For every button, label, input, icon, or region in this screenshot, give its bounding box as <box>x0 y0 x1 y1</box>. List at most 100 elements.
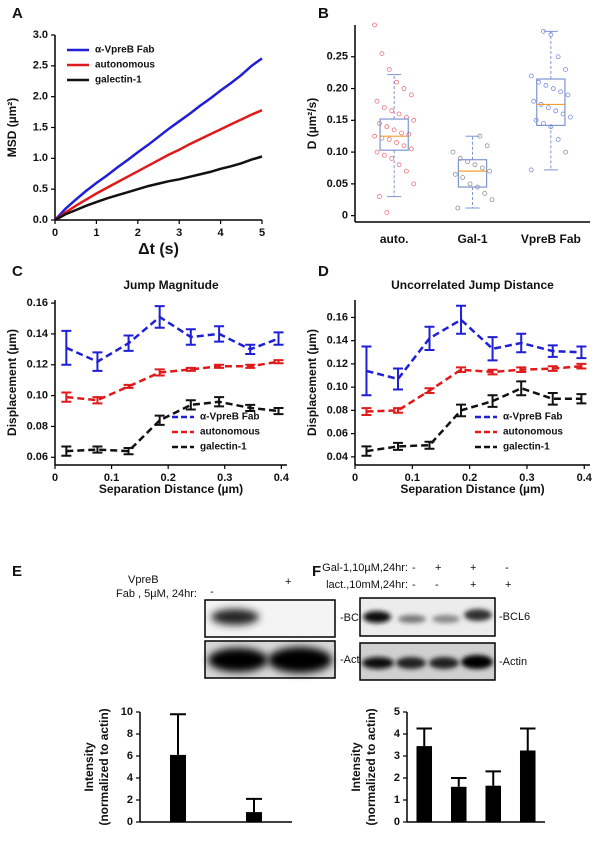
data-point <box>550 86 556 91</box>
error-bar <box>456 366 467 374</box>
data-point <box>555 136 561 142</box>
y-axis-label: D (µm²/s) <box>305 98 319 150</box>
data-point <box>381 105 387 111</box>
bar <box>416 746 433 822</box>
legend-label: galectin-1 <box>503 442 550 453</box>
error-bar <box>516 380 527 397</box>
data-point <box>386 67 392 72</box>
data-point <box>408 92 414 98</box>
error-bar <box>547 391 558 406</box>
error-bar <box>361 345 372 397</box>
y-tick-label: 0.25 <box>327 51 348 63</box>
error-bar <box>273 406 284 416</box>
error-bar <box>154 305 165 329</box>
error-bar <box>487 394 498 408</box>
condition-label: lact.,10mM,24hr: <box>326 579 408 591</box>
x-tick-label: 3 <box>176 227 182 239</box>
data-point <box>384 124 390 130</box>
data-point <box>452 171 458 177</box>
error-bar <box>456 403 467 418</box>
error-bar <box>576 362 587 370</box>
error-bar <box>547 344 558 358</box>
error-bar <box>170 713 186 755</box>
data-point <box>457 156 463 161</box>
y-tick-label: 0.12 <box>27 359 48 371</box>
blot-band <box>363 611 391 623</box>
chart-title: Jump Magnitude <box>123 278 219 292</box>
error-bar <box>456 304 467 335</box>
legend-label: α-VpreB Fab <box>95 45 155 56</box>
y-tick-label: 0.15 <box>327 114 348 126</box>
error-bar <box>485 770 502 786</box>
error-bar <box>273 359 284 365</box>
x-tick-label: 0.1 <box>104 472 119 484</box>
blot-band <box>464 609 492 621</box>
y-tick-label: 8 <box>127 728 133 740</box>
error-bar <box>214 363 225 369</box>
y-tick-label: 1.0 <box>33 152 48 164</box>
error-bar <box>273 331 284 346</box>
x-tick-label: 0.3 <box>217 472 232 484</box>
data-point <box>384 210 390 215</box>
condition-sign: - <box>505 562 509 574</box>
error-bar <box>392 407 403 414</box>
x-tick-label: 0.3 <box>519 472 534 484</box>
error-bar <box>487 368 498 376</box>
error-bar <box>185 328 196 346</box>
bar <box>170 754 186 822</box>
blot-band <box>211 609 259 625</box>
legend-label: α-VpreB Fab <box>503 412 563 423</box>
error-bar <box>123 383 134 389</box>
y-tick-label: 0.04 <box>327 451 349 463</box>
data-point <box>391 127 397 133</box>
error-bar <box>424 440 435 450</box>
data-point <box>396 111 402 117</box>
data-point <box>377 194 382 199</box>
y-tick-label: 0.10 <box>327 146 348 158</box>
error-bar <box>246 797 262 813</box>
blot-e: VpreB Fab , 5µM, 24hr: - + -BCL6 -Actin <box>116 574 371 679</box>
condition-sign: - <box>435 579 439 591</box>
x-tick-label: 0 <box>52 227 58 239</box>
y-tick-label: 1 <box>394 794 400 806</box>
bar <box>485 785 502 822</box>
data-point <box>479 165 485 171</box>
y-tick-label: 4 <box>127 772 134 784</box>
error-bar <box>92 396 103 405</box>
y-tick-label: 6 <box>127 750 133 762</box>
series-line <box>366 364 582 413</box>
band-label: -Actin <box>499 656 527 668</box>
series-line <box>66 400 279 453</box>
x-tick-label: 0 <box>52 472 58 484</box>
data-point <box>404 168 409 174</box>
condition-sign: + <box>435 562 441 574</box>
error-bar <box>361 407 372 417</box>
y-axis-label: (normalized to actin) <box>364 708 378 825</box>
y-tick-label: 0.10 <box>327 381 348 393</box>
series-line <box>54 155 263 222</box>
y-tick-label: 0 <box>342 210 348 222</box>
data-point <box>565 92 571 98</box>
data-point <box>528 73 534 79</box>
error-bar <box>516 332 527 354</box>
y-tick-label: 2.0 <box>33 91 48 103</box>
error-bar <box>92 351 103 372</box>
error-bar <box>424 325 435 351</box>
x-axis-label: Separation Distance (µm) <box>400 482 544 496</box>
y-tick-label: 1.5 <box>33 121 48 133</box>
condition-sign: + <box>285 576 291 588</box>
data-point <box>543 82 549 88</box>
error-bar <box>214 396 225 408</box>
panel-letter: B <box>318 5 329 22</box>
error-bar <box>123 334 134 352</box>
blot-band <box>398 615 426 623</box>
error-bar <box>185 366 196 372</box>
y-tick-label: 0.08 <box>27 420 48 432</box>
y-tick-label: 0.10 <box>27 390 48 402</box>
error-bar <box>392 441 403 451</box>
x-tick-label: 0.2 <box>462 472 477 484</box>
series-line <box>66 360 279 402</box>
error-bar <box>576 393 587 405</box>
x-axis-label: Separation Distance (µm) <box>99 482 243 496</box>
